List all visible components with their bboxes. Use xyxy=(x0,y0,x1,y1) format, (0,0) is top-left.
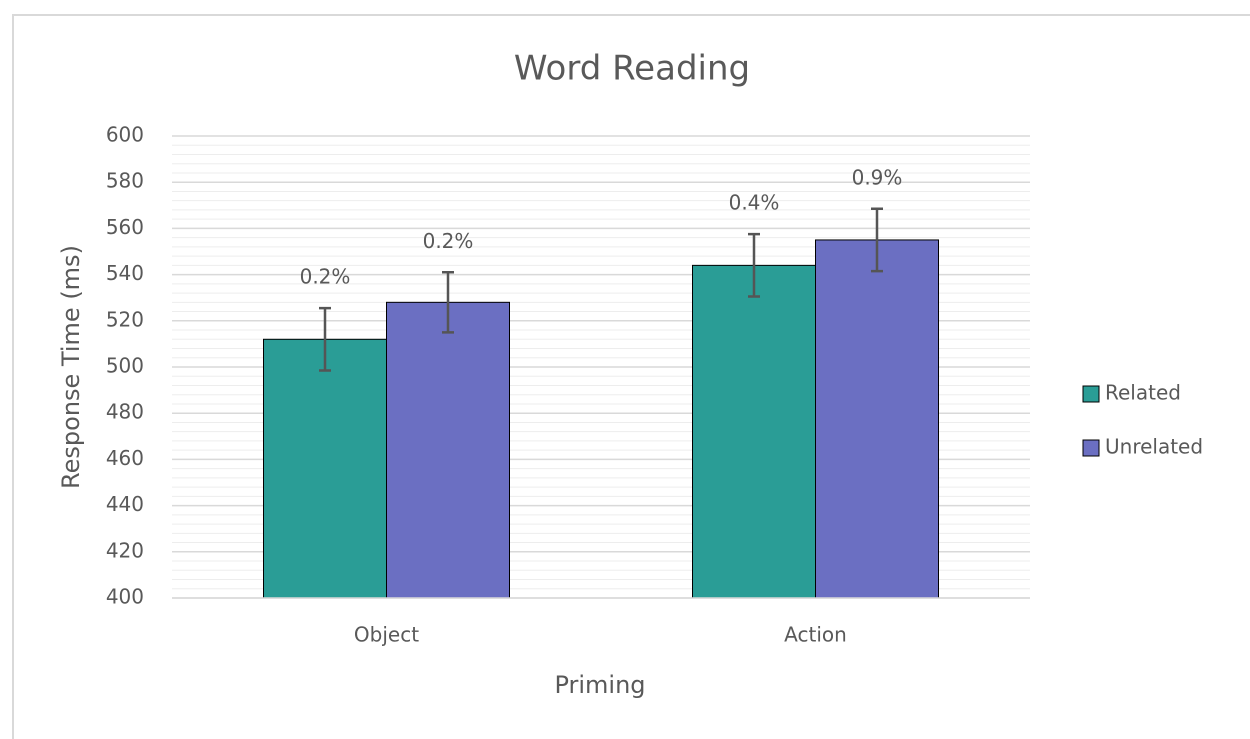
x-axis-title: Priming xyxy=(554,671,645,699)
annotation: 0.9% xyxy=(852,165,903,189)
chart-title: Word Reading xyxy=(514,49,750,89)
y-tick-label: 500 xyxy=(106,354,144,378)
y-tick-label: 460 xyxy=(106,446,144,470)
error-bar xyxy=(748,232,760,298)
annotation: 0.2% xyxy=(423,229,474,253)
legend-swatch xyxy=(1082,385,1100,403)
y-tick-label: 600 xyxy=(106,123,144,147)
error-bar xyxy=(319,306,331,372)
y-tick-label: 420 xyxy=(106,538,144,562)
legend-swatch xyxy=(1082,439,1100,457)
annotation: 0.4% xyxy=(729,191,780,215)
error-bar xyxy=(871,207,883,273)
chart-frame xyxy=(12,14,1250,739)
annotation: 0.2% xyxy=(300,265,351,289)
error-bar xyxy=(442,271,454,334)
bar xyxy=(692,264,816,599)
bar xyxy=(386,301,510,599)
bar xyxy=(815,239,939,599)
y-tick-label: 400 xyxy=(106,585,144,609)
legend-label: Unrelated xyxy=(1105,435,1203,459)
x-tick-label: Action xyxy=(784,623,847,647)
y-tick-label: 580 xyxy=(106,169,144,193)
y-tick-label: 440 xyxy=(106,492,144,516)
y-tick-label: 540 xyxy=(106,261,144,285)
y-tick-label: 520 xyxy=(106,307,144,331)
y-axis-title: Response Time (ms) xyxy=(57,245,85,489)
y-tick-label: 480 xyxy=(106,400,144,424)
bar xyxy=(263,338,387,599)
x-tick-label: Object xyxy=(354,623,419,647)
y-tick-label: 560 xyxy=(106,215,144,239)
legend-label: Related xyxy=(1105,381,1181,405)
